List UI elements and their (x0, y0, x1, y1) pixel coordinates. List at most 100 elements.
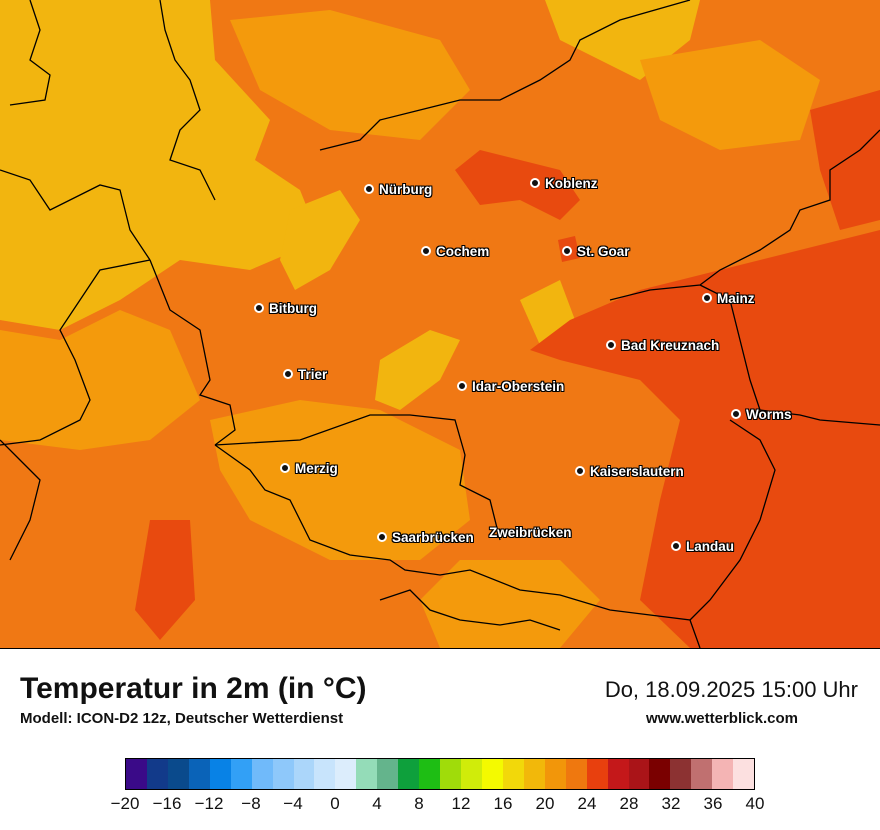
color-scale-segment (230, 759, 252, 789)
city-marker-cochem: Cochem (421, 241, 489, 261)
city-dot (457, 381, 467, 391)
color-scale-tick-label: 36 (703, 794, 723, 813)
city-label: Zweibrücken (489, 524, 572, 540)
color-scale-segment (398, 759, 420, 789)
city-label: Merzig (295, 460, 338, 476)
color-scale-segment (419, 759, 441, 789)
cool-region-eifel (280, 190, 360, 290)
color-scale-segment (502, 759, 524, 789)
color-scale-segment (440, 759, 461, 789)
city-dot (671, 541, 681, 551)
city-marker-bitburg: Bitburg (254, 298, 317, 318)
mid-region-west (0, 310, 200, 450)
forecast-datetime: Do, 18.09.2025 15:00 Uhr (604, 677, 858, 702)
color-scale-segment (628, 759, 650, 789)
color-scale-segment (293, 759, 315, 789)
city-label: Trier (298, 366, 328, 382)
city-dot (606, 340, 616, 350)
mid-region-south (420, 560, 600, 648)
cool-region-hunsrueck (375, 330, 460, 410)
city-marker-mainz: Mainz (702, 288, 755, 308)
city-label: Nürburg (379, 181, 433, 197)
color-scale (125, 758, 755, 790)
city-dot (530, 178, 540, 188)
temperature-field (0, 0, 880, 648)
city-marker-landau: Landau (671, 536, 734, 556)
color-scale-segment (356, 759, 378, 789)
city-dot (562, 246, 572, 256)
city-marker-nuerburg: Nürburg (364, 179, 432, 199)
city-label: Landau (686, 538, 735, 554)
color-scale-segment (565, 759, 587, 789)
city-label: Koblenz (545, 175, 598, 191)
city-marker-idar-oberstein: Idar-Oberstein (457, 376, 564, 396)
color-scale-tick-label: 16 (493, 794, 513, 813)
city-label: Kaiserslautern (590, 463, 684, 479)
color-scale-segment (314, 759, 336, 789)
color-scale-tick-label: 32 (661, 794, 681, 813)
city-marker-kaiserslautern: Kaiserslautern (575, 461, 684, 481)
city-dot (702, 293, 712, 303)
color-scale-segment (712, 759, 734, 789)
color-scale-segment (544, 759, 566, 789)
color-scale-segment (481, 759, 503, 789)
city-marker-saarbruecken: Saarbrücken (377, 527, 474, 547)
city-label: Cochem (436, 243, 490, 259)
city-label: Mainz (717, 290, 755, 306)
model-info: Modell: ICON-D2 12z, Deutscher Wetterdie… (20, 710, 344, 727)
color-scale-tick-label: −4 (283, 794, 303, 813)
color-scale-segment (691, 759, 713, 789)
color-scale-segment (607, 759, 629, 789)
color-scale-tick-label: 0 (330, 794, 340, 813)
city-marker-koblenz: Koblenz (530, 173, 598, 193)
color-scale-tick-label: −12 (194, 794, 224, 813)
city-dot (283, 369, 293, 379)
mid-region-north (230, 10, 470, 140)
city-label: St. Goar (577, 243, 630, 259)
city-dot (254, 303, 264, 313)
color-scale-segment (649, 759, 671, 789)
city-label: Bitburg (269, 300, 317, 316)
temperature-map: Nürburg Koblenz Cochem St. Goar Bitburg … (0, 0, 880, 649)
state-borders (0, 0, 880, 648)
color-scale-tick-label: −8 (241, 794, 261, 813)
color-scale-segment (377, 759, 399, 789)
city-marker-bad-kreuznach: Bad Kreuznach (606, 335, 719, 355)
color-scale-segment (209, 759, 231, 789)
color-scale-tick-label: 28 (619, 794, 639, 813)
color-scale-tick-label: 40 (745, 794, 765, 813)
color-scale-segment (586, 759, 608, 789)
cool-region-northwest (0, 0, 320, 330)
color-scale-segment (126, 759, 147, 789)
city-label: Idar-Oberstein (472, 378, 565, 394)
city-dot (377, 532, 387, 542)
city-marker-st-goar: St. Goar (562, 241, 630, 261)
warm-region-south (135, 520, 195, 640)
color-scale-segment (523, 759, 545, 789)
color-scale-segment (146, 759, 168, 789)
color-scale-segment (335, 759, 357, 789)
warm-region-koblenz (455, 150, 580, 220)
website-credit: www.wetterblick.com (646, 710, 798, 727)
color-scale-segment (251, 759, 273, 789)
city-dot (364, 184, 374, 194)
mid-region-saar (210, 400, 470, 560)
color-scale-tick-label: 20 (535, 794, 555, 813)
map-title: Temperatur in 2m (in °C) (20, 672, 367, 705)
color-scale-tick-label: 12 (451, 794, 471, 813)
city-marker-trier: Trier (283, 364, 327, 384)
color-scale-tick-label: 4 (372, 794, 382, 813)
color-scale-tick-label: −20 (110, 794, 140, 813)
warm-region-rhine (530, 230, 880, 648)
city-marker-worms: Worms (731, 404, 792, 424)
city-label: Bad Kreuznach (621, 337, 720, 353)
color-scale-segment (670, 759, 692, 789)
city-label: Saarbrücken (392, 529, 474, 545)
color-scale-segment (272, 759, 294, 789)
color-scale-segment (188, 759, 210, 789)
city-dot (575, 466, 585, 476)
city-dot (731, 409, 741, 419)
city-marker-merzig: Merzig (280, 458, 338, 478)
city-dot (421, 246, 431, 256)
color-scale-segment (733, 759, 755, 789)
